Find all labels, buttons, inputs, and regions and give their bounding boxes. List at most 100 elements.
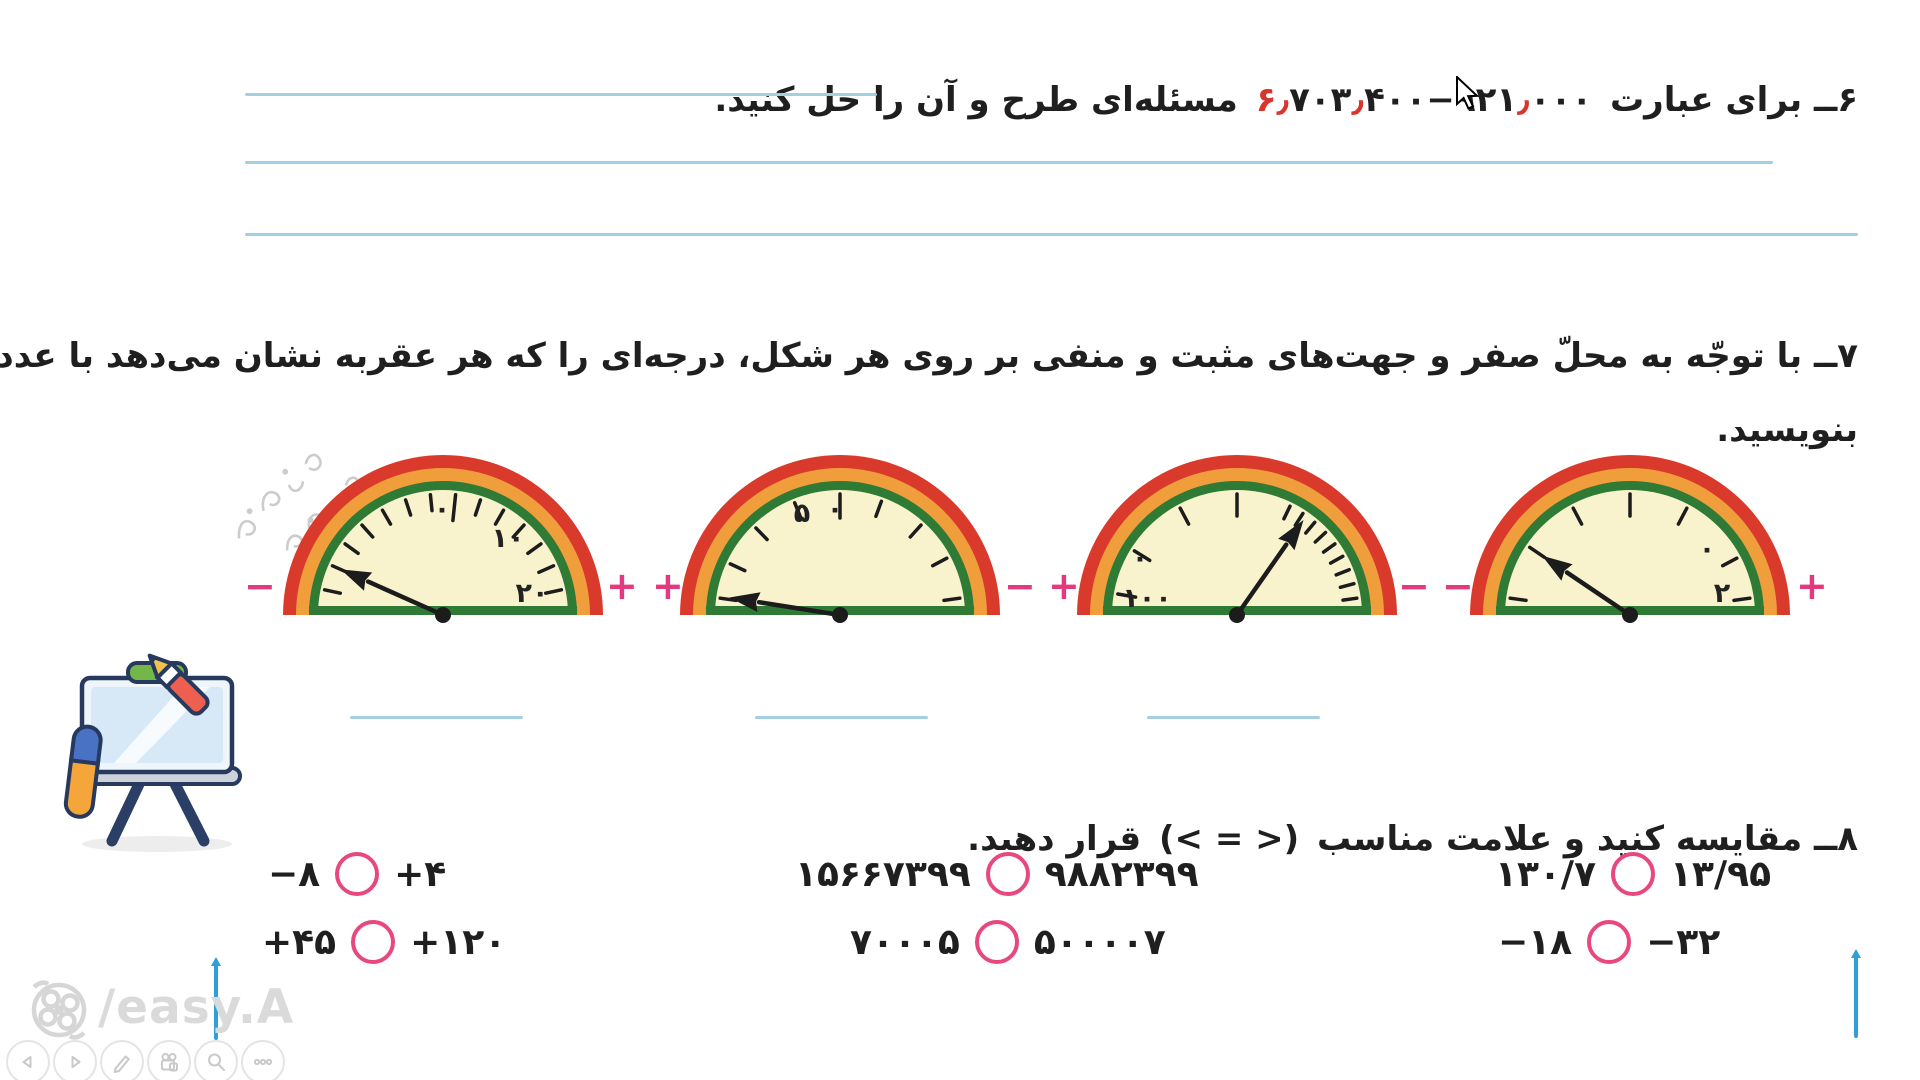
gauge2-answer-line	[755, 716, 928, 719]
gauge-label: ۰	[434, 494, 450, 525]
needle-pivot	[1229, 607, 1245, 623]
comparison-value: +۴۵	[262, 921, 337, 963]
arrow-left-icon	[22, 1056, 32, 1068]
comparison-value: +۴	[394, 853, 447, 895]
expr-comma: ٫	[1351, 80, 1365, 120]
gauge-face	[1505, 490, 1755, 615]
gauge1-sign-right: +	[606, 564, 638, 608]
comparison-circle	[1611, 852, 1656, 896]
comparison-value: ۷۰۰۰۵	[850, 921, 960, 963]
q6-tail: مسئله‌ای طرح و آن را حل کنید.	[714, 80, 1238, 120]
comparison-circle	[335, 852, 380, 896]
camera-icon	[161, 1053, 178, 1072]
easya-logo-icon	[31, 980, 87, 1040]
comparison-value: ۱۵۶۶۷۳۹۹	[795, 853, 971, 895]
gauge-3: ۰ ۱۰۰	[1077, 455, 1397, 623]
arrow-right-icon	[71, 1056, 81, 1068]
gauge-needle	[1234, 520, 1304, 618]
pen-button[interactable]	[100, 1040, 144, 1080]
question-7-line2: بنویسید.	[1716, 410, 1858, 450]
mouse-cursor	[1456, 76, 1480, 110]
expr-minus: −	[1426, 80, 1455, 120]
comparison-pair: ۱۵۶۶۷۳۹۹ ۹۸۸۲۳۹۹	[795, 852, 1199, 896]
easya-watermark: /easy.A	[98, 980, 295, 1035]
previous-button[interactable]	[6, 1040, 50, 1080]
expr-digit: ۶	[1255, 80, 1277, 120]
comparison-value: ۱۳۰/۷	[1495, 853, 1597, 895]
needle-pivot	[832, 607, 848, 623]
gauge3-answer-line	[1147, 716, 1320, 719]
gauge-1: ۰ ۱۰ ۲۰	[283, 455, 603, 623]
comparison-pair: ۱۳۰/۷ ۱۳/۹۵	[1495, 852, 1771, 896]
gauge-ticks	[718, 492, 962, 603]
marker-pen	[63, 724, 103, 819]
comparison-pair: ۷۰۰۰۵ ۵۰۰۰۰۷	[850, 920, 1166, 964]
handwritten-watermark	[237, 453, 360, 551]
gauge-label: ۰	[1132, 543, 1148, 574]
gauge-label: ۰	[1699, 534, 1715, 565]
gauge-needle	[1542, 555, 1633, 618]
expr-digits: ۴۰۰	[1364, 80, 1427, 120]
comparison-value: ۹۸۸۲۳۹۹	[1044, 853, 1199, 895]
gauge-face	[318, 490, 568, 615]
question-8: ۸ــ مقایسه کنید و علامت مناسب (< = >) قر…	[967, 815, 1858, 864]
search-icon	[208, 1053, 225, 1071]
comparison-value: −۸	[268, 853, 321, 895]
pencil	[147, 653, 210, 716]
gauge-needle	[729, 592, 843, 618]
gauge2-sign-left: +	[652, 564, 684, 608]
gauge-label: ۲	[1714, 578, 1731, 609]
gauge-face	[715, 490, 965, 615]
comparison-value: ۵۰۰۰۰۷	[1033, 921, 1166, 963]
gauge-label: ۱۰۰	[1122, 583, 1171, 614]
ellipsis-icon	[253, 1058, 273, 1066]
question-6: ۶ــ برای عبارت ۶٫۷۰۳٫۴۰۰−۹۲۱٫۰۰۰ مسئله‌ا…	[714, 76, 1858, 125]
gauge-needle	[340, 569, 446, 618]
comparison-circle	[351, 920, 396, 964]
next-button[interactable]	[53, 1040, 97, 1080]
search-button[interactable]	[194, 1040, 238, 1080]
left-handle[interactable]	[208, 956, 224, 1040]
right-handle[interactable]	[1848, 948, 1864, 1038]
comparison-pair: +۴۵ +۱۲۰	[262, 920, 506, 964]
question-7-line1: ۷ــ با توجّه به محلّ صفر و جهت‌های مثبت …	[0, 336, 1858, 376]
gauge-ticks	[1116, 492, 1359, 602]
gauge4-sign-right: +	[1796, 564, 1828, 608]
more-button[interactable]	[241, 1040, 285, 1080]
camera-button[interactable]	[147, 1040, 191, 1080]
gauge3-sign-left: +	[1048, 564, 1080, 608]
answer-line	[245, 233, 1858, 236]
comparison-value: ۱۳/۹۵	[1670, 853, 1772, 895]
gauge3-sign-right: −	[1398, 564, 1430, 608]
gauge-2: ۵ ۰	[680, 455, 1000, 623]
gauge-label: ۵	[794, 498, 810, 529]
expr-digits: ۰۰۰	[1529, 80, 1593, 120]
comparison-value: −۳۲	[1646, 921, 1721, 963]
q8-pre: ۸ــ مقایسه کنید و علامت مناسب	[1317, 819, 1858, 859]
viewer-toolbar	[6, 1040, 285, 1080]
gauge-ticks	[322, 492, 564, 595]
comparison-pair: −۸ +۴	[268, 852, 446, 896]
gauge-label: ۱۰	[492, 523, 525, 554]
comparison-circle	[985, 852, 1030, 896]
gauge4-sign-left: −	[1442, 564, 1474, 608]
gauge-4: ۰ ۲	[1470, 455, 1790, 623]
gauge-label: ۰	[827, 494, 843, 525]
expr-comma: ٫	[1517, 80, 1530, 120]
q8-symbols: (< = >)	[1158, 819, 1300, 859]
gauge2-sign-right: −	[1004, 564, 1036, 608]
comparison-pair: −۱۸ −۳۲	[1498, 920, 1720, 964]
expr-digits: ۷۰۳	[1289, 80, 1352, 120]
comparison-value: +۱۲۰	[410, 921, 507, 963]
q8-post: قرار دهید.	[967, 819, 1142, 859]
whiteboard-easel-illustration	[63, 653, 242, 852]
comparison-circle	[974, 920, 1019, 964]
gauge1-answer-line	[350, 716, 523, 719]
needle-pivot	[435, 607, 451, 623]
q6-expression: ۶٫۷۰۳٫۴۰۰−۹۲۱٫۰۰۰	[1250, 80, 1598, 120]
gauge-label: ۲۰	[516, 578, 549, 609]
expr-comma: ٫	[1276, 80, 1290, 120]
gauge1-sign-left: −	[244, 564, 276, 608]
needle-pivot	[1622, 607, 1638, 623]
